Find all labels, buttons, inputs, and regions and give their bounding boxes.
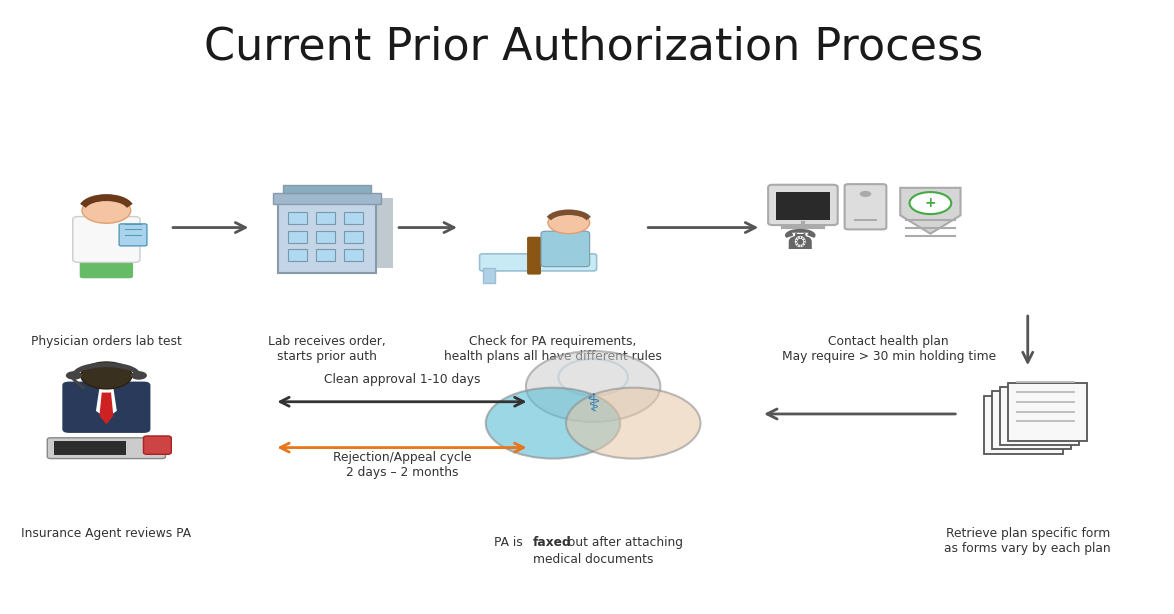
Text: Retrieve plan specific form
as forms vary by each plan: Retrieve plan specific form as forms var… — [944, 527, 1111, 555]
Text: faxed: faxed — [533, 536, 572, 549]
Circle shape — [66, 371, 82, 379]
FancyBboxPatch shape — [316, 212, 335, 225]
FancyBboxPatch shape — [274, 193, 382, 204]
Text: ⚕: ⚕ — [586, 393, 600, 417]
Circle shape — [130, 371, 147, 379]
Circle shape — [81, 362, 131, 389]
FancyBboxPatch shape — [316, 249, 335, 261]
Circle shape — [566, 387, 701, 459]
FancyBboxPatch shape — [62, 381, 150, 433]
Polygon shape — [96, 387, 116, 418]
FancyBboxPatch shape — [73, 217, 140, 262]
FancyBboxPatch shape — [344, 231, 363, 243]
Polygon shape — [100, 392, 114, 424]
FancyBboxPatch shape — [344, 249, 363, 261]
FancyBboxPatch shape — [1008, 383, 1087, 441]
FancyBboxPatch shape — [283, 185, 371, 193]
Text: Lab receives order,
starts prior auth: Lab receives order, starts prior auth — [268, 335, 385, 362]
FancyBboxPatch shape — [289, 212, 306, 225]
Text: Contact health plan
May require > 30 min holding time: Contact health plan May require > 30 min… — [782, 335, 996, 362]
FancyBboxPatch shape — [768, 185, 838, 225]
Circle shape — [486, 387, 620, 459]
FancyBboxPatch shape — [119, 224, 147, 246]
FancyBboxPatch shape — [54, 441, 126, 455]
Text: Rejection/Appeal cycle: Rejection/Appeal cycle — [332, 451, 471, 464]
Text: PA is: PA is — [494, 536, 527, 549]
FancyBboxPatch shape — [776, 192, 830, 220]
FancyBboxPatch shape — [289, 249, 306, 261]
FancyBboxPatch shape — [80, 255, 133, 278]
Text: 2 days – 2 months: 2 days – 2 months — [345, 466, 458, 479]
Circle shape — [526, 351, 660, 422]
Text: Clean approval 1-10 days: Clean approval 1-10 days — [324, 373, 480, 386]
FancyBboxPatch shape — [47, 438, 166, 459]
Circle shape — [82, 198, 130, 223]
FancyBboxPatch shape — [289, 231, 306, 243]
FancyBboxPatch shape — [541, 231, 589, 266]
FancyBboxPatch shape — [344, 212, 363, 225]
FancyBboxPatch shape — [295, 198, 392, 268]
Text: Insurance Agent reviews PA: Insurance Agent reviews PA — [21, 527, 191, 540]
FancyBboxPatch shape — [844, 184, 886, 230]
Circle shape — [548, 212, 589, 234]
FancyBboxPatch shape — [527, 237, 541, 274]
Text: Current Prior Authorization Process: Current Prior Authorization Process — [203, 26, 983, 69]
FancyBboxPatch shape — [143, 436, 171, 454]
Text: Check for PA requirements,
health plans all have different rules: Check for PA requirements, health plans … — [444, 335, 661, 362]
FancyBboxPatch shape — [479, 254, 596, 271]
Text: +: + — [925, 196, 936, 210]
FancyBboxPatch shape — [984, 395, 1062, 454]
Text: Physician orders lab test: Physician orders lab test — [31, 335, 182, 348]
Polygon shape — [900, 188, 960, 234]
FancyBboxPatch shape — [992, 391, 1071, 449]
Circle shape — [910, 192, 951, 214]
FancyBboxPatch shape — [483, 268, 494, 282]
Text: out after attaching: out after attaching — [565, 536, 683, 549]
Text: ☎: ☎ — [782, 227, 817, 255]
FancyBboxPatch shape — [278, 203, 377, 273]
Text: medical documents: medical documents — [533, 553, 654, 566]
FancyBboxPatch shape — [316, 231, 335, 243]
Circle shape — [859, 191, 871, 197]
FancyBboxPatch shape — [1000, 387, 1079, 445]
FancyBboxPatch shape — [853, 219, 877, 222]
